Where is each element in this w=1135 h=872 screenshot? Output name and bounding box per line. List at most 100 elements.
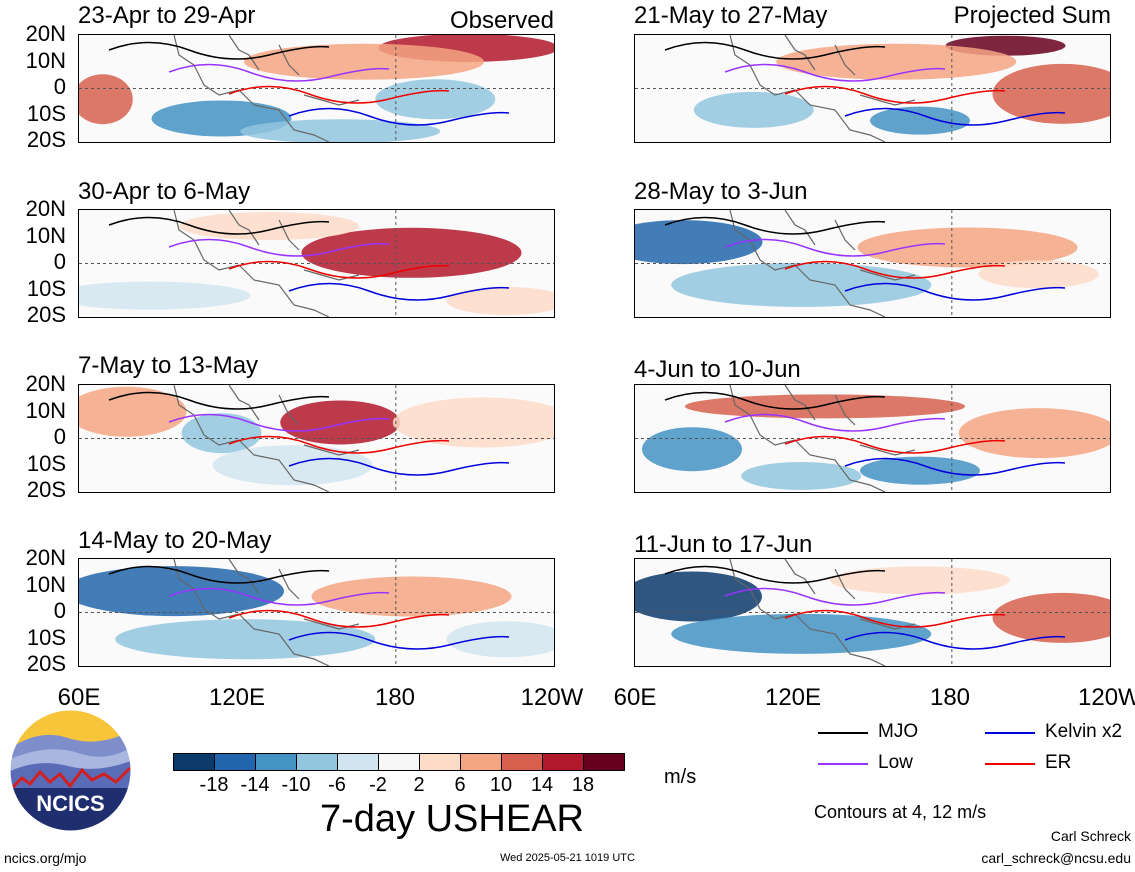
colorbar-swatch xyxy=(173,753,215,771)
lat-label: 10N xyxy=(25,397,66,423)
colorbar-tick-label: -2 xyxy=(369,774,387,796)
shear-shading xyxy=(857,227,1078,268)
colorbar-tick-label: 10 xyxy=(489,774,513,796)
main-title: 7-day USHEAR xyxy=(320,798,584,840)
shear-shading xyxy=(179,212,359,241)
colorbar-swatch xyxy=(501,753,543,771)
shear-shading xyxy=(671,613,932,654)
lon-label-120e: 120E xyxy=(208,684,266,711)
lat-label: 0 xyxy=(53,424,66,449)
map-panel xyxy=(634,558,1111,667)
map-panel xyxy=(634,384,1111,493)
contour-line xyxy=(664,216,886,235)
contour-line xyxy=(724,587,946,606)
lat-label: 20N xyxy=(25,196,66,221)
map-panel xyxy=(78,34,555,143)
colorbar-units: m/s xyxy=(664,766,697,788)
contour-line xyxy=(844,107,1066,126)
ushear-map xyxy=(635,35,1110,142)
contour-line xyxy=(108,216,330,235)
panel-title: 4-Jun to 10-Jun xyxy=(634,356,801,383)
shear-shading xyxy=(244,43,484,80)
lon-label-120w: 120W xyxy=(520,684,584,711)
colorbar-swatch xyxy=(419,753,461,771)
contour-line xyxy=(288,107,510,126)
colorbar-tick-label: -14 xyxy=(240,774,270,796)
ushear-map xyxy=(79,35,554,142)
shear-shading xyxy=(635,571,762,622)
observed-label: Observed xyxy=(449,7,554,34)
contour-line xyxy=(664,41,886,60)
lat-label: 10S xyxy=(26,624,66,650)
contour-line xyxy=(228,435,450,454)
colorbar-swatch xyxy=(296,753,338,771)
contour-line xyxy=(228,260,450,279)
lat-label: 20S xyxy=(26,302,66,327)
lat-label: 20N xyxy=(25,371,66,396)
shear-shading xyxy=(79,281,251,310)
colorbar-swatch xyxy=(214,753,256,771)
shear-shading xyxy=(693,91,814,128)
contour-line xyxy=(844,631,1066,650)
contour-line xyxy=(784,609,1006,628)
map-panel xyxy=(78,384,555,493)
contour-line xyxy=(784,435,1006,454)
lat-label: 10S xyxy=(26,100,66,126)
shear-shading xyxy=(446,286,554,315)
contour-line xyxy=(108,391,330,410)
lat-label: 20S xyxy=(26,477,66,502)
colorbar-swatch xyxy=(460,753,502,771)
contour-line xyxy=(288,631,510,650)
contour-line xyxy=(844,457,1066,476)
shear-shading xyxy=(301,227,522,278)
shear-shading xyxy=(79,74,133,125)
legend-line-er xyxy=(985,763,1035,765)
lat-label: 20N xyxy=(25,21,66,46)
lat-label: 20N xyxy=(25,545,66,570)
panel-title: 28-May to 3-Jun xyxy=(634,178,808,205)
contour-line xyxy=(108,565,330,584)
shear-shading xyxy=(392,397,554,448)
shear-shading xyxy=(741,461,862,490)
shear-shading xyxy=(311,576,512,617)
contour-line xyxy=(724,63,946,82)
contour-line xyxy=(724,413,946,432)
lon-label-60e: 60E xyxy=(613,684,657,711)
shear-shading xyxy=(115,619,376,660)
lon-label-120w: 120W xyxy=(1078,686,1135,710)
legend-label-kelvin: Kelvin x2 xyxy=(1045,721,1123,742)
colorbar-tick-label: 14 xyxy=(530,774,554,796)
contour-line xyxy=(228,609,450,628)
map-panel xyxy=(78,209,555,318)
lon-label-120e: 120E xyxy=(764,684,822,711)
logo-text: NCICS xyxy=(36,791,104,816)
timestamp: Wed 2025-05-21 1019 UTC xyxy=(500,852,635,864)
colorbar-swatch xyxy=(542,753,584,771)
legend-label-low: Low xyxy=(878,752,913,773)
lon-label-180: 180 xyxy=(374,684,416,711)
lat-label: 10S xyxy=(26,450,66,476)
panel-title: 30-Apr to 6-May xyxy=(78,178,251,205)
colorbar-tick-label: 2 xyxy=(413,774,425,796)
ushear-map xyxy=(79,559,554,666)
lon-label-60e: 60E xyxy=(57,684,101,711)
shear-shading xyxy=(181,413,262,454)
author-name: Carl Schreck xyxy=(1050,828,1131,844)
contour-line xyxy=(664,565,886,584)
contour-line xyxy=(108,41,330,60)
shear-shading xyxy=(635,220,763,265)
shear-shading xyxy=(280,400,401,445)
colorbar-tick-label: -6 xyxy=(328,774,346,796)
contour-line xyxy=(168,238,390,257)
colorbar-swatch xyxy=(255,753,297,771)
panel-title: 21-May to 27-May xyxy=(634,2,828,29)
lat-label: 0 xyxy=(53,74,66,99)
shear-shading xyxy=(992,592,1110,643)
contour-line xyxy=(168,413,390,432)
author-email: carl_schreck@ncsu.edu xyxy=(981,850,1131,866)
legend-label-mjo: MJO xyxy=(878,721,919,742)
shear-shading xyxy=(642,427,742,472)
contour-line xyxy=(664,391,886,410)
legend-line-kelvin xyxy=(985,732,1035,734)
lat-label: 10N xyxy=(25,222,66,248)
